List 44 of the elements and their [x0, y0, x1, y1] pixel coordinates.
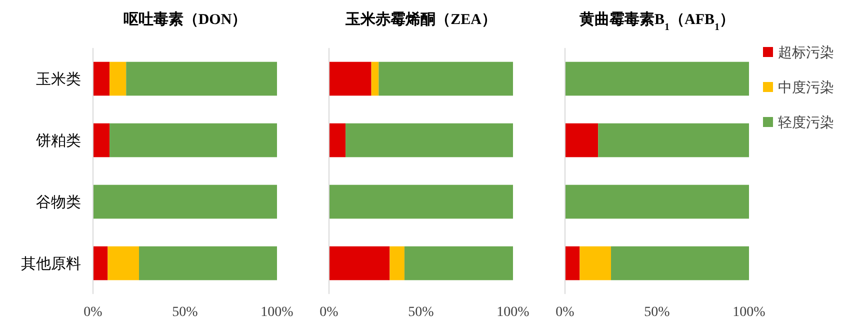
bar	[565, 246, 580, 280]
bar	[346, 123, 513, 158]
bar	[108, 246, 139, 280]
y-tick-label: 饼粕类	[35, 132, 81, 150]
bar	[329, 246, 390, 280]
bar	[329, 123, 346, 158]
bar	[611, 246, 749, 280]
legend-label: 轻度污染	[778, 115, 834, 131]
x-tick-label: 100%	[260, 305, 294, 320]
y-tick-label: 谷物类	[36, 194, 81, 211]
bar	[598, 123, 749, 158]
bar	[110, 62, 126, 96]
x-tick-label: 50%	[644, 305, 670, 320]
chart-title: 黄曲霉毒素B$_{1}$（AFB$_{1}$）	[578, 11, 735, 32]
bar	[371, 62, 379, 96]
x-tick-label: 0%	[556, 305, 575, 320]
x-tick-label: 50%	[408, 305, 434, 320]
bar	[580, 246, 611, 280]
bar	[390, 246, 404, 280]
bar	[126, 62, 277, 96]
bar	[329, 184, 513, 219]
bar	[110, 123, 277, 158]
x-tick-label: 0%	[320, 305, 339, 320]
x-tick-label: 100%	[496, 305, 530, 320]
bar	[93, 123, 110, 158]
bar	[565, 123, 598, 158]
legend-label: 中度污染	[778, 80, 834, 96]
bar	[93, 184, 277, 219]
chart-title: 呕吐毒素（DON）	[123, 11, 247, 28]
bar	[329, 62, 372, 96]
bar	[93, 62, 110, 96]
bar	[565, 62, 749, 96]
bar	[565, 184, 749, 219]
chart-title: 玉米赤霉烯酮（ZEA）	[344, 11, 496, 28]
bar	[378, 62, 513, 96]
bar	[139, 246, 277, 280]
x-tick-label: 50%	[172, 305, 198, 320]
bar	[404, 246, 513, 280]
y-tick-label: 玉米类	[36, 70, 81, 88]
y-tick-label: 其他原料	[21, 255, 81, 272]
x-tick-label: 100%	[732, 305, 766, 320]
legend-label: 超标污染	[778, 45, 834, 61]
x-tick-label: 0%	[84, 305, 103, 320]
bar	[93, 246, 108, 280]
